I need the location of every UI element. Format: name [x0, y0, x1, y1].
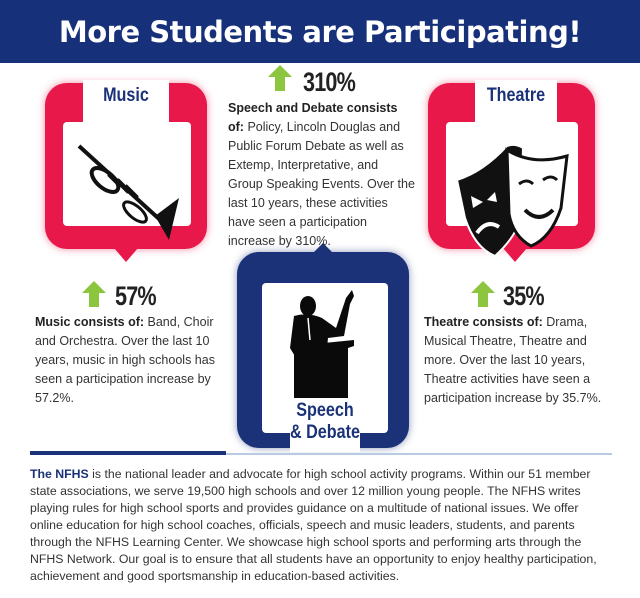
speech-description-bold: Speech and Debate consists of:	[228, 101, 398, 134]
theatre-description-text: Drama, Musical Theatre, Theatre and more…	[424, 315, 602, 405]
section-divider-accent	[30, 451, 226, 455]
theatre-increase-arrow-icon	[471, 281, 495, 307]
theatre-label: Theatre	[486, 85, 546, 106]
music-description-text: Band, Choir and Orchestra. Over the last…	[35, 315, 215, 405]
header-banner: More Students are Participating!	[0, 0, 640, 63]
page-title: More Students are Participating!	[58, 14, 582, 49]
nfhs-description: The NFHS is the national leader and advo…	[30, 466, 614, 585]
speech-increase-arrow-icon	[268, 65, 292, 91]
section-divider	[30, 453, 612, 455]
speech-percent: 310%	[303, 67, 356, 97]
music-description-bold: Music consists of:	[35, 315, 145, 329]
music-description: Music consists of: Band, Choir and Orche…	[35, 313, 225, 408]
nfhs-name: The NFHS	[30, 467, 89, 481]
speech-label-line1: Speech	[296, 400, 354, 421]
theatre-percent: 35%	[503, 281, 545, 311]
theatre-description: Theatre consists of: Drama, Musical Thea…	[424, 313, 616, 408]
music-label: Music	[103, 85, 149, 106]
theatre-masks-icon	[455, 143, 569, 258]
speech-label-line2: & Debate	[289, 422, 360, 443]
speech-description-text: Policy, Lincoln Douglas and Public Forum…	[228, 120, 415, 248]
speaker-podium-icon	[290, 290, 354, 398]
theatre-description-bold: Theatre consists of:	[424, 315, 543, 329]
music-increase-arrow-icon	[82, 281, 106, 307]
music-percent: 57%	[115, 281, 157, 311]
speech-description: Speech and Debate consists of: Policy, L…	[228, 99, 416, 251]
trumpet-icon	[77, 144, 179, 240]
speech-label: Speech & Debate	[287, 400, 364, 444]
nfhs-text: is the national leader and advocate for …	[30, 467, 597, 583]
